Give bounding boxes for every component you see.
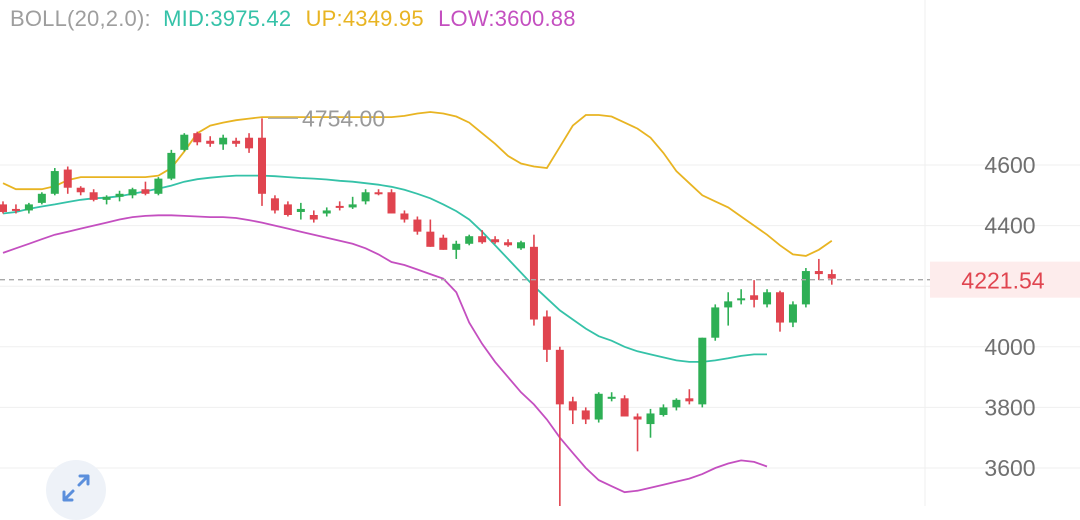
candle-body-34 — [439, 237, 448, 250]
candle-body-2 — [24, 204, 33, 211]
expand-icon — [62, 474, 90, 502]
candle-body-3 — [37, 193, 46, 203]
candle-body-32 — [413, 219, 422, 232]
candle-body-24 — [309, 214, 318, 220]
candle-body-25 — [322, 210, 331, 214]
candle-body-16 — [206, 140, 215, 144]
candle-body-57 — [737, 298, 746, 301]
candle-body-48 — [620, 398, 629, 417]
candle-body-45 — [581, 410, 590, 420]
y-tick-label-4600: 4600 — [984, 152, 1035, 178]
candle-body-19 — [245, 137, 254, 149]
candle-body-14 — [180, 134, 189, 150]
candle-body-37 — [478, 236, 487, 243]
candle-body-39 — [504, 242, 513, 246]
candle-body-28 — [361, 192, 370, 202]
candle-body-13 — [167, 152, 176, 179]
expand-button[interactable] — [46, 460, 106, 520]
legend-mid: MID:3975.42 — [163, 6, 292, 31]
candle-body-51 — [659, 407, 668, 415]
candle-body-4 — [50, 171, 59, 194]
candle-body-6 — [76, 187, 85, 193]
max-marker-label: 4754.00 — [302, 105, 385, 131]
candle-body-35 — [452, 243, 461, 250]
candle-body-20 — [258, 137, 266, 194]
candle-body-41 — [529, 246, 538, 320]
last-price-tag — [930, 261, 1080, 298]
candle-body-60 — [776, 292, 784, 323]
candle-body-1 — [11, 208, 20, 211]
candle-body-7 — [89, 192, 98, 200]
candle-body-44 — [568, 401, 577, 411]
candle-body-29 — [374, 192, 383, 195]
candle-body-54 — [698, 337, 707, 405]
candle-body-8 — [102, 196, 111, 200]
candle-body-52 — [672, 399, 681, 408]
candlestick-chart[interactable]: 3600 3800 4000 4400 4600 4754.00 4221.54 — [0, 0, 1080, 506]
candle-body-22 — [283, 204, 292, 215]
candle-body-26 — [335, 205, 344, 208]
last-price-label: 4221.54 — [961, 268, 1044, 294]
candle-body-23 — [296, 208, 305, 212]
candle-body-56 — [724, 301, 733, 308]
candle-body-38 — [491, 239, 500, 243]
candle-body-10 — [128, 189, 137, 196]
y-tick-label-4000: 4000 — [984, 334, 1035, 360]
candle-body-40 — [517, 242, 525, 249]
y-tick-label-4400: 4400 — [984, 213, 1035, 239]
candle-body-18 — [232, 140, 241, 144]
candle-body-58 — [750, 295, 759, 300]
candle-body-47 — [607, 396, 616, 399]
legend-indicator: BOLL(20,2.0): — [10, 6, 151, 31]
candle-body-17 — [219, 137, 228, 145]
candle-body-31 — [400, 213, 409, 220]
candle-body-61 — [788, 304, 797, 323]
boll-lower-line — [2, 214, 768, 494]
candle-body-43 — [555, 349, 564, 405]
legend-up: UP:4349.95 — [305, 6, 424, 31]
candle-body-0 — [0, 204, 7, 212]
y-tick-label-3800: 3800 — [984, 394, 1035, 420]
boll-legend: BOLL(20,2.0): MID:3975.42 UP:4349.95 LOW… — [10, 6, 584, 32]
boll-mid-line — [2, 174, 767, 363]
candle-body-30 — [387, 192, 396, 214]
candle-body-62 — [801, 271, 810, 305]
candle-body-55 — [711, 307, 720, 338]
candle-body-21 — [270, 198, 279, 211]
candle-body-12 — [154, 178, 163, 194]
candle-body-36 — [465, 236, 474, 244]
boll-upper-line — [2, 111, 833, 257]
candle-body-63 — [814, 271, 823, 275]
candle-body-15 — [193, 133, 202, 143]
candle-body-64 — [827, 274, 836, 279]
candle-body-27 — [348, 204, 357, 208]
candle-body-33 — [426, 231, 435, 247]
candle-body-9 — [115, 193, 124, 197]
legend-low: LOW:3600.88 — [438, 6, 576, 31]
candle-body-53 — [685, 398, 694, 402]
candle-body-50 — [646, 413, 655, 425]
candle-body-11 — [141, 189, 150, 194]
candle-body-59 — [763, 292, 772, 305]
candle-body-46 — [594, 393, 603, 420]
candle-body-49 — [633, 416, 642, 420]
y-tick-label-3600: 3600 — [984, 455, 1035, 481]
candle-body-42 — [542, 316, 551, 350]
candle-body-5 — [63, 169, 72, 188]
